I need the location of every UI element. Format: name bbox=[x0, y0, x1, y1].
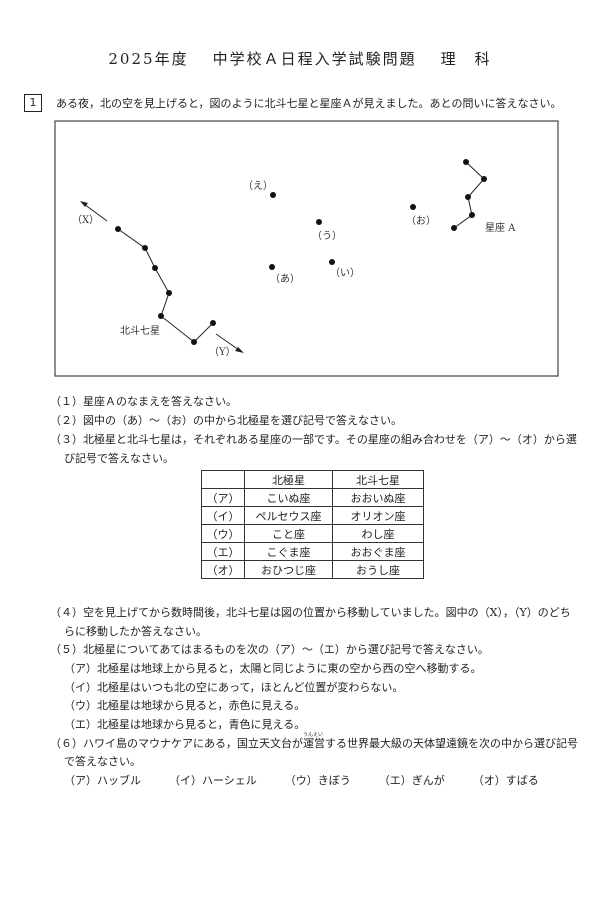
q6-option: （イ）ハーシェル bbox=[169, 774, 257, 787]
exam-year: 2025年度 bbox=[108, 50, 189, 68]
page-title: 2025年度 中学校Ａ日程入学試験問題 理 科 bbox=[0, 48, 600, 69]
label-constellation-a: 星座 A bbox=[485, 221, 516, 234]
question-3: （３）北極星と北斗七星は，それぞれある星座の一部です。その星座の組み合わせを（ア… bbox=[50, 433, 577, 446]
question-6-cont: で答えなさい。 bbox=[64, 755, 141, 768]
table-header-row: 北極星 北斗七星 bbox=[201, 470, 424, 489]
arrow-y bbox=[215, 333, 240, 351]
question-2: （２）図中の（あ）～（お）の中から北極星を選び記号で答えなさい。 bbox=[50, 414, 402, 427]
exam-name: 中学校Ａ日程入学試験問題 bbox=[212, 50, 417, 68]
star-i bbox=[329, 259, 335, 265]
question-1: （１）星座Ａのなまえを答えなさい。 bbox=[50, 395, 237, 408]
label-a: （あ） bbox=[270, 273, 300, 285]
big-dipper-star bbox=[142, 245, 148, 251]
q5-option: （イ）北極星はいつも北の空にあって，ほとんど位置が変わらない。 bbox=[64, 681, 404, 694]
constellation-a-star bbox=[463, 159, 469, 165]
big-dipper-star bbox=[191, 339, 197, 345]
exam-subject: 理 科 bbox=[440, 50, 492, 68]
table-row: （ア） こいぬ座 おおいぬ座 bbox=[201, 488, 424, 507]
table-row: （オ） おひつじ座 おうし座 bbox=[201, 560, 424, 579]
big-dipper-star bbox=[210, 320, 216, 326]
q6-option: （エ）ぎんが bbox=[378, 774, 445, 787]
question-4: （４）空を見上げてから数時間後，北斗七星は図の位置から移動していました。図中の（… bbox=[50, 606, 571, 619]
star-a bbox=[269, 264, 275, 270]
constellation-a-star bbox=[451, 225, 457, 231]
table-row: （イ） ペルセウス座 オリオン座 bbox=[201, 506, 424, 525]
constellation-a-star bbox=[481, 176, 487, 182]
question-intro: ある夜，北の空を見上げると，図のように北斗七星と星座Ａが見えました。あとの問いに… bbox=[56, 97, 562, 110]
table-row: （ウ） こと座 わし座 bbox=[201, 524, 424, 543]
question-5: （５）北極星についてあてはまるものを次の（ア）～（エ）から選び記号で答えなさい。 bbox=[50, 643, 489, 656]
stars bbox=[115, 159, 487, 345]
constellation-table: 北極星 北斗七星 （ア） こいぬ座 おおいぬ座 （イ） ペルセウス座 オリオン座 （ウ）… bbox=[201, 470, 424, 579]
label-x: （X） bbox=[72, 214, 99, 226]
big-dipper-star bbox=[158, 313, 164, 319]
label-u: （う） bbox=[312, 230, 342, 242]
q6-option: （オ）すばる bbox=[472, 774, 539, 787]
big-dipper-star bbox=[115, 226, 121, 232]
q5-option: （ア）北極星は地球上から見ると，太陽と同じように東の空から西の空へ移動する。 bbox=[64, 662, 482, 675]
arrow-y-head bbox=[235, 347, 244, 353]
label-i: （い） bbox=[330, 267, 360, 279]
big-dipper-star bbox=[166, 290, 172, 296]
q6-options: （ア）ハッブル （イ）ハーシェル （ウ）きぼう （エ）ぎんが （オ）すばる bbox=[64, 772, 567, 788]
star-u bbox=[316, 219, 322, 225]
label-y: （Y） bbox=[209, 346, 236, 358]
furigana: うんえい bbox=[303, 732, 324, 738]
q6-option: （ア）ハッブル bbox=[64, 774, 141, 787]
arrow-x bbox=[83, 203, 108, 222]
label-e: （え） bbox=[243, 180, 273, 192]
figure-frame bbox=[54, 120, 559, 377]
star-o bbox=[410, 204, 416, 210]
label-o: （お） bbox=[406, 215, 436, 227]
column-header: 北斗七星 bbox=[332, 470, 424, 489]
question-4-cont: らに移動したか答えなさい。 bbox=[64, 625, 207, 638]
column-header: 北極星 bbox=[244, 470, 333, 489]
constellation-a-star bbox=[465, 194, 471, 200]
label-big-dipper: 北斗七星 bbox=[120, 325, 160, 337]
question-6: （６）ハワイ島のマウナケアにある，国立天文台が うんえい 運営する世界最大級の天体望… bbox=[50, 732, 578, 750]
question-number: 1 bbox=[24, 94, 42, 112]
question-3-cont: び記号で答えなさい。 bbox=[64, 452, 174, 465]
q5-option: （エ）北極星は地球から見ると，青色に見える。 bbox=[64, 718, 306, 731]
q6-option: （ウ）きぼう bbox=[284, 774, 351, 787]
big-dipper-star bbox=[152, 265, 158, 271]
table-row: （エ） こぐま座 おおぐま座 bbox=[201, 542, 424, 561]
star-e bbox=[270, 192, 276, 198]
q5-option: （ウ）北極星は地球から見ると，赤色に見える。 bbox=[64, 699, 306, 712]
arrow-x-head bbox=[80, 201, 88, 207]
constellation-a-star bbox=[469, 212, 475, 218]
